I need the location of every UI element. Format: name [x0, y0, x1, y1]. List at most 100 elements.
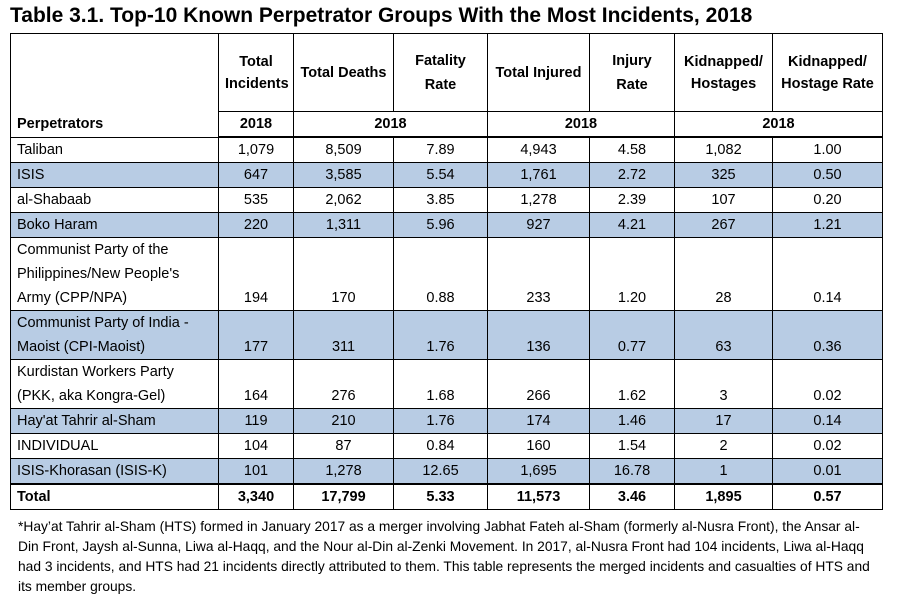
- cell-incidents: 535: [218, 187, 294, 213]
- cell-kidnapped-rate: 0.50: [772, 162, 883, 188]
- cell-kidnapped: 1,082: [674, 136, 773, 163]
- cell-injured: 1,278: [487, 187, 590, 213]
- cell-fatality: 5.54: [393, 162, 488, 188]
- year-label-incidents: 2018: [218, 111, 294, 138]
- table-row: Hay'at Tahrir al-Sham 119 210 1.76 174 1…: [10, 408, 883, 434]
- cell-injury: 16.78: [589, 458, 675, 485]
- total-incidents: 3,340: [218, 483, 294, 510]
- header-perpetrators: Perpetrators: [10, 33, 219, 138]
- cell-fatality: 1.76: [393, 310, 488, 360]
- cell-injured: 1,695: [487, 458, 590, 485]
- total-injured: 11,573: [487, 483, 590, 510]
- footnote: *Hay’at Tahrir al-Sham (HTS) formed in J…: [18, 519, 870, 594]
- total-kidnapped-rate: 0.57: [772, 483, 883, 510]
- cell-deaths: 170: [293, 237, 394, 311]
- cell-injured: 174: [487, 408, 590, 434]
- cell-kidnapped-rate: 0.02: [772, 359, 883, 409]
- cell-injured: 233: [487, 237, 590, 311]
- cell-deaths: 210: [293, 408, 394, 434]
- cell-injury: 1.20: [589, 237, 675, 311]
- row-name: ISIS: [10, 162, 219, 188]
- cell-deaths: 1,278: [293, 458, 394, 485]
- header-injury-rate: Injury Rate: [589, 33, 675, 112]
- cell-kidnapped: 267: [674, 212, 773, 238]
- cell-injury: 1.54: [589, 433, 675, 459]
- total-kidnapped: 1,895: [674, 483, 773, 510]
- cell-fatality: 1.76: [393, 408, 488, 434]
- cell-kidnapped: 325: [674, 162, 773, 188]
- cell-kidnapped: 17: [674, 408, 773, 434]
- cell-fatality: 7.89: [393, 136, 488, 163]
- cell-injured: 266: [487, 359, 590, 409]
- table-row: Taliban 1,079 8,509 7.89 4,943 4.58 1,08…: [10, 136, 883, 163]
- row-name: Boko Haram: [10, 212, 219, 238]
- header-fatality-rate: Fatality Rate: [393, 33, 488, 112]
- row-name: INDIVIDUAL: [10, 433, 219, 459]
- cell-incidents: 119: [218, 408, 294, 434]
- cell-injured: 160: [487, 433, 590, 459]
- cell-fatality: 12.65: [393, 458, 488, 485]
- cell-fatality: 1.68: [393, 359, 488, 409]
- cell-incidents: 104: [218, 433, 294, 459]
- cell-incidents: 220: [218, 212, 294, 238]
- year-label-deaths: 2018: [293, 111, 488, 138]
- header-total-deaths: Total Deaths: [293, 33, 394, 112]
- cell-injured: 927: [487, 212, 590, 238]
- cell-deaths: 8,509: [293, 136, 394, 163]
- row-name: Hay'at Tahrir al-Sham: [10, 408, 219, 434]
- cell-fatality: 0.88: [393, 237, 488, 311]
- cell-incidents: 647: [218, 162, 294, 188]
- cell-injury: 2.39: [589, 187, 675, 213]
- cell-kidnapped: 2: [674, 433, 773, 459]
- cell-injured: 136: [487, 310, 590, 360]
- cell-injury: 1.62: [589, 359, 675, 409]
- cell-fatality: 5.96: [393, 212, 488, 238]
- cell-kidnapped: 63: [674, 310, 773, 360]
- cell-kidnapped-rate: 0.14: [772, 237, 883, 311]
- cell-incidents: 194: [218, 237, 294, 311]
- cell-injury: 4.58: [589, 136, 675, 163]
- table-row: ISIS-Khorasan (ISIS-K) 101 1,278 12.65 1…: [10, 458, 883, 485]
- total-injury: 3.46: [589, 483, 675, 510]
- table-row: Boko Haram 220 1,311 5.96 927 4.21 267 1…: [10, 212, 883, 238]
- cell-kidnapped-rate: 1.00: [772, 136, 883, 163]
- header-kidnapped: Kidnapped/ Hostages: [674, 33, 773, 112]
- cell-kidnapped-rate: 0.36: [772, 310, 883, 360]
- table-row: ISIS 647 3,585 5.54 1,761 2.72 325 0.50: [10, 162, 883, 188]
- cell-deaths: 87: [293, 433, 394, 459]
- cell-deaths: 3,585: [293, 162, 394, 188]
- cell-kidnapped: 107: [674, 187, 773, 213]
- table-row: Communist Party of India - Maoist (CPI-M…: [10, 310, 883, 360]
- row-name: al-Shabaab: [10, 187, 219, 213]
- total-deaths: 17,799: [293, 483, 394, 510]
- row-name: Taliban: [10, 136, 219, 163]
- cell-deaths: 276: [293, 359, 394, 409]
- cell-injury: 2.72: [589, 162, 675, 188]
- cell-fatality: 0.84: [393, 433, 488, 459]
- table-row: Kurdistan Workers Party (PKK, aka Kongra…: [10, 359, 883, 409]
- cell-kidnapped-rate: 0.14: [772, 408, 883, 434]
- cell-injured: 4,943: [487, 136, 590, 163]
- cell-deaths: 1,311: [293, 212, 394, 238]
- cell-kidnapped: 3: [674, 359, 773, 409]
- header-kidnapped-rate: Kidnapped/ Hostage Rate: [772, 33, 883, 112]
- header-total-injured: Total Injured: [487, 33, 590, 112]
- cell-kidnapped-rate: 1.21: [772, 212, 883, 238]
- table-title: Table 3.1. Top-10 Known Perpetrator Grou…: [10, 4, 753, 27]
- cell-kidnapped: 28: [674, 237, 773, 311]
- table-row: Communist Party of the Philippines/New P…: [10, 237, 883, 311]
- cell-deaths: 311: [293, 310, 394, 360]
- cell-kidnapped-rate: 0.20: [772, 187, 883, 213]
- row-name: ISIS-Khorasan (ISIS-K): [10, 458, 219, 485]
- header-total-incidents: Total Incidents: [218, 33, 294, 112]
- cell-injury: 0.77: [589, 310, 675, 360]
- cell-fatality: 3.85: [393, 187, 488, 213]
- total-fatality: 5.33: [393, 483, 488, 510]
- cell-kidnapped-rate: 0.02: [772, 433, 883, 459]
- table-row: al-Shabaab 535 2,062 3.85 1,278 2.39 107…: [10, 187, 883, 213]
- cell-kidnapped-rate: 0.01: [772, 458, 883, 485]
- cell-injury: 1.46: [589, 408, 675, 434]
- cell-deaths: 2,062: [293, 187, 394, 213]
- total-label: Total: [10, 483, 219, 510]
- cell-kidnapped: 1: [674, 458, 773, 485]
